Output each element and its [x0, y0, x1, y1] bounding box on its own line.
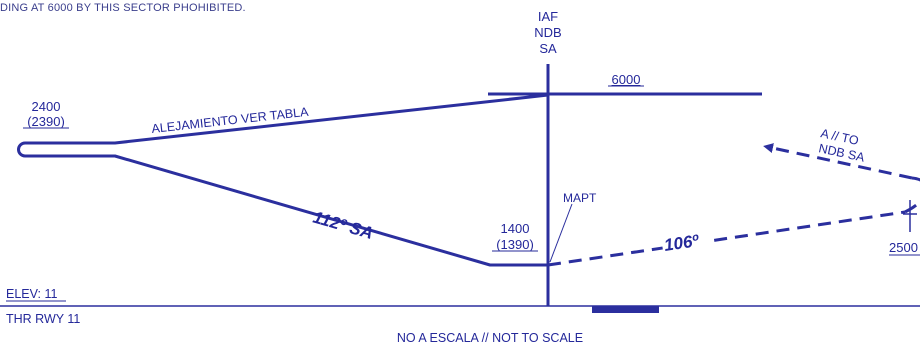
scale-note: NO A ESCALA // NOT TO SCALE: [396, 331, 584, 345]
fix-label-iaf: IAF: [538, 9, 558, 24]
missed-approach-path: [547, 210, 906, 267]
runway-threshold-bar: [592, 306, 659, 313]
missed-approach-return: [763, 143, 913, 180]
holding-altitude-bottom: (2390): [27, 114, 65, 129]
header-note: DING AT 6000 BY THIS SECTOR PHOHIBITED.: [0, 2, 246, 14]
inbound-course-label: 112º SA: [311, 208, 376, 243]
holding-pattern: [17, 93, 549, 267]
mapt-altitude-bottom: (1390): [496, 237, 534, 252]
mapt-leader: [549, 203, 573, 263]
fix-altitude-label: 6000: [612, 72, 641, 87]
mapt-altitude-top: 1400: [501, 221, 530, 236]
missed-to-line2: NDB SA: [817, 141, 866, 165]
right-edge-altitude: 2500: [889, 240, 918, 255]
elevation-label: ELEV: 11: [6, 287, 57, 301]
missed-approach-curve: [904, 176, 920, 214]
missed-course-label-bg: [660, 228, 712, 256]
threshold-label: THR RWY 11: [6, 312, 80, 326]
fix-label-sa: SA: [539, 41, 557, 56]
holding-altitude-top: 2400: [32, 99, 61, 114]
fix-label-ndb: NDB: [534, 25, 561, 40]
missed-course-label: 106º: [663, 231, 701, 255]
mapt-label: MAPT: [563, 191, 597, 205]
